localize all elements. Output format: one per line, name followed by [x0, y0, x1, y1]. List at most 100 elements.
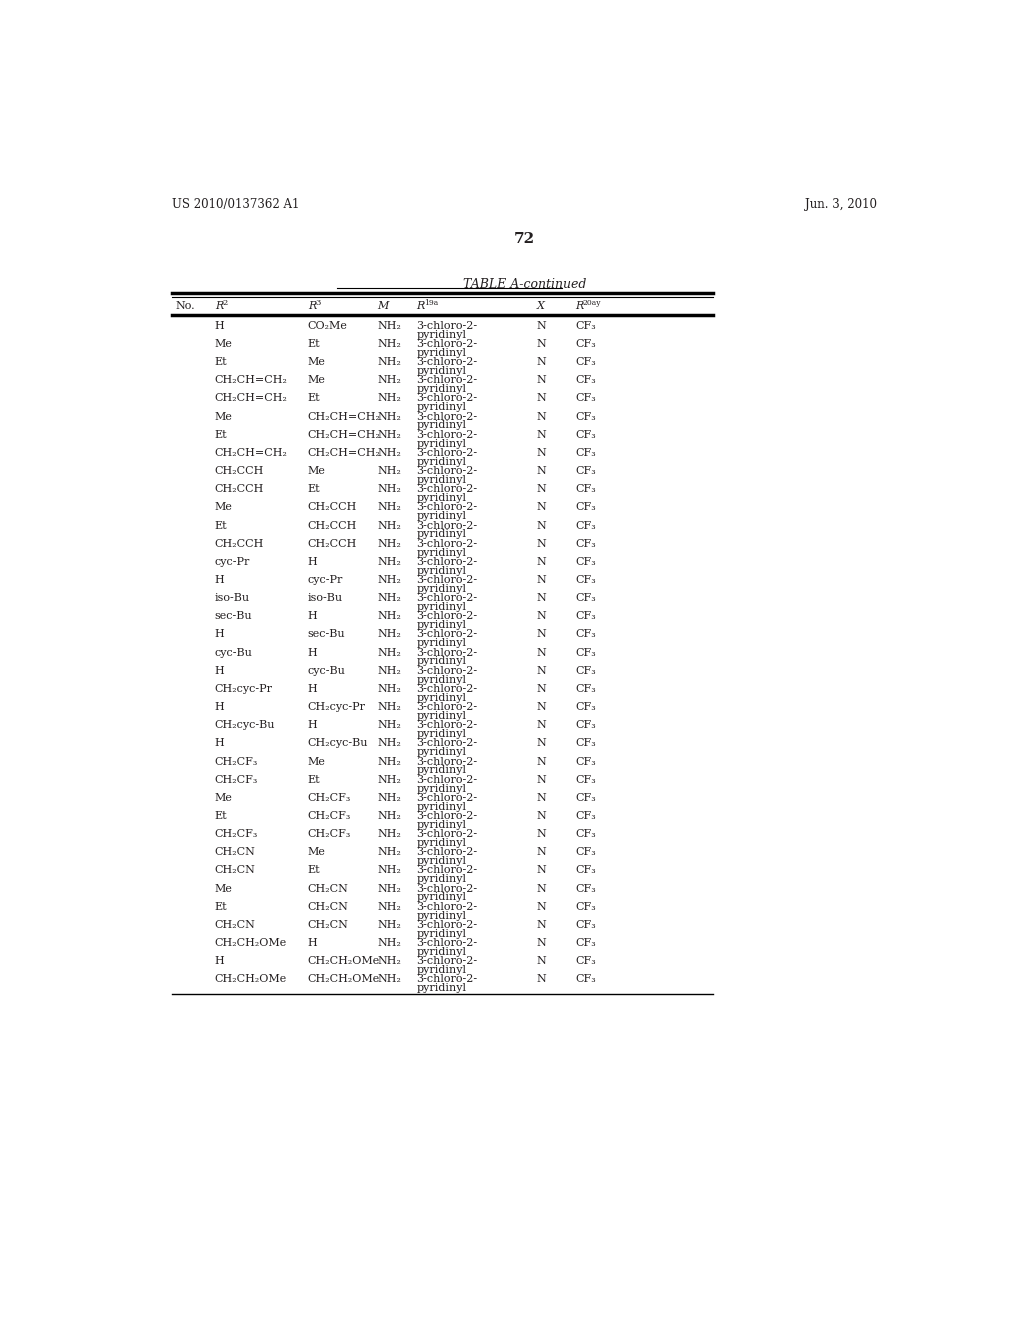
Text: Me: Me — [308, 375, 326, 385]
Text: iso-Bu: iso-Bu — [308, 593, 343, 603]
Text: NH₂: NH₂ — [378, 756, 401, 767]
Text: 3-chloro-2-: 3-chloro-2- — [417, 793, 477, 803]
Text: NH₂: NH₂ — [378, 520, 401, 531]
Text: Me: Me — [308, 756, 326, 767]
Text: CH₂CH₂OMe: CH₂CH₂OMe — [308, 956, 380, 966]
Text: H: H — [308, 648, 317, 657]
Text: Me: Me — [215, 883, 232, 894]
Text: 3-chloro-2-: 3-chloro-2- — [417, 576, 477, 585]
Text: NH₂: NH₂ — [378, 665, 401, 676]
Text: 20ay: 20ay — [583, 300, 601, 308]
Text: CF₃: CF₃ — [575, 466, 596, 477]
Text: 3-chloro-2-: 3-chloro-2- — [417, 484, 477, 494]
Text: 3-chloro-2-: 3-chloro-2- — [417, 648, 477, 657]
Text: CF₃: CF₃ — [575, 738, 596, 748]
Text: N: N — [537, 503, 546, 512]
Text: CH₂cyc-Pr: CH₂cyc-Pr — [308, 702, 366, 711]
Text: N: N — [537, 721, 546, 730]
Text: 19a: 19a — [424, 300, 438, 308]
Text: CH₂cyc-Pr: CH₂cyc-Pr — [215, 684, 272, 694]
Text: N: N — [537, 974, 546, 985]
Text: CF₃: CF₃ — [575, 974, 596, 985]
Text: N: N — [537, 738, 546, 748]
Text: CF₃: CF₃ — [575, 430, 596, 440]
Text: CF₃: CF₃ — [575, 503, 596, 512]
Text: 3-chloro-2-: 3-chloro-2- — [417, 665, 477, 676]
Text: pyridinyl: pyridinyl — [417, 801, 466, 812]
Text: NH₂: NH₂ — [378, 321, 401, 331]
Text: R: R — [575, 301, 584, 310]
Text: NH₂: NH₂ — [378, 557, 401, 566]
Text: CF₃: CF₃ — [575, 702, 596, 711]
Text: 3-chloro-2-: 3-chloro-2- — [417, 430, 477, 440]
Text: pyridinyl: pyridinyl — [417, 421, 466, 430]
Text: N: N — [537, 847, 546, 857]
Text: pyridinyl: pyridinyl — [417, 566, 466, 576]
Text: CH₂CN: CH₂CN — [215, 920, 256, 929]
Text: Jun. 3, 2010: Jun. 3, 2010 — [806, 198, 878, 211]
Text: CH₂CF₃: CH₂CF₃ — [308, 829, 351, 840]
Text: CH₂CF₃: CH₂CF₃ — [215, 756, 258, 767]
Text: CF₃: CF₃ — [575, 520, 596, 531]
Text: pyridinyl: pyridinyl — [417, 965, 466, 975]
Text: N: N — [537, 883, 546, 894]
Text: Et: Et — [308, 393, 321, 404]
Text: TABLE A-continued: TABLE A-continued — [463, 277, 587, 290]
Text: CH₂CH=CH₂: CH₂CH=CH₂ — [215, 393, 288, 404]
Text: NH₂: NH₂ — [378, 810, 401, 821]
Text: 3-chloro-2-: 3-chloro-2- — [417, 539, 477, 549]
Text: N: N — [537, 756, 546, 767]
Text: NH₂: NH₂ — [378, 775, 401, 784]
Text: Et: Et — [308, 339, 321, 348]
Text: NH₂: NH₂ — [378, 974, 401, 985]
Text: NH₂: NH₂ — [378, 358, 401, 367]
Text: CH₂CCH: CH₂CCH — [308, 520, 357, 531]
Text: pyridinyl: pyridinyl — [417, 711, 466, 721]
Text: NH₂: NH₂ — [378, 447, 401, 458]
Text: 3-chloro-2-: 3-chloro-2- — [417, 847, 477, 857]
Text: NH₂: NH₂ — [378, 393, 401, 404]
Text: NH₂: NH₂ — [378, 793, 401, 803]
Text: US 2010/0137362 A1: US 2010/0137362 A1 — [172, 198, 300, 211]
Text: 3-chloro-2-: 3-chloro-2- — [417, 721, 477, 730]
Text: CF₃: CF₃ — [575, 756, 596, 767]
Text: H: H — [215, 630, 224, 639]
Text: CH₂CF₃: CH₂CF₃ — [308, 793, 351, 803]
Text: cyc-Pr: cyc-Pr — [308, 576, 343, 585]
Text: Et: Et — [215, 902, 227, 912]
Text: CF₃: CF₃ — [575, 902, 596, 912]
Text: CF₃: CF₃ — [575, 920, 596, 929]
Text: 72: 72 — [514, 231, 536, 246]
Text: R: R — [417, 301, 425, 310]
Text: pyridinyl: pyridinyl — [417, 675, 466, 685]
Text: H: H — [215, 956, 224, 966]
Text: CF₃: CF₃ — [575, 665, 596, 676]
Text: CF₃: CF₃ — [575, 375, 596, 385]
Text: CH₂CCH: CH₂CCH — [215, 484, 264, 494]
Text: pyridinyl: pyridinyl — [417, 983, 466, 993]
Text: pyridinyl: pyridinyl — [417, 693, 466, 702]
Text: CF₃: CF₃ — [575, 557, 596, 566]
Text: H: H — [308, 721, 317, 730]
Text: N: N — [537, 648, 546, 657]
Text: NH₂: NH₂ — [378, 866, 401, 875]
Text: pyridinyl: pyridinyl — [417, 820, 466, 830]
Text: NH₂: NH₂ — [378, 539, 401, 549]
Text: 3-chloro-2-: 3-chloro-2- — [417, 974, 477, 985]
Text: NH₂: NH₂ — [378, 576, 401, 585]
Text: NH₂: NH₂ — [378, 829, 401, 840]
Text: pyridinyl: pyridinyl — [417, 857, 466, 866]
Text: CH₂cyc-Bu: CH₂cyc-Bu — [215, 721, 275, 730]
Text: pyridinyl: pyridinyl — [417, 330, 466, 339]
Text: CH₂CN: CH₂CN — [308, 883, 349, 894]
Text: N: N — [537, 358, 546, 367]
Text: N: N — [537, 902, 546, 912]
Text: H: H — [308, 684, 317, 694]
Text: N: N — [537, 702, 546, 711]
Text: N: N — [537, 611, 546, 622]
Text: pyridinyl: pyridinyl — [417, 766, 466, 775]
Text: 3-chloro-2-: 3-chloro-2- — [417, 611, 477, 622]
Text: CH₂CH₂OMe: CH₂CH₂OMe — [308, 974, 380, 985]
Text: N: N — [537, 484, 546, 494]
Text: pyridinyl: pyridinyl — [417, 475, 466, 484]
